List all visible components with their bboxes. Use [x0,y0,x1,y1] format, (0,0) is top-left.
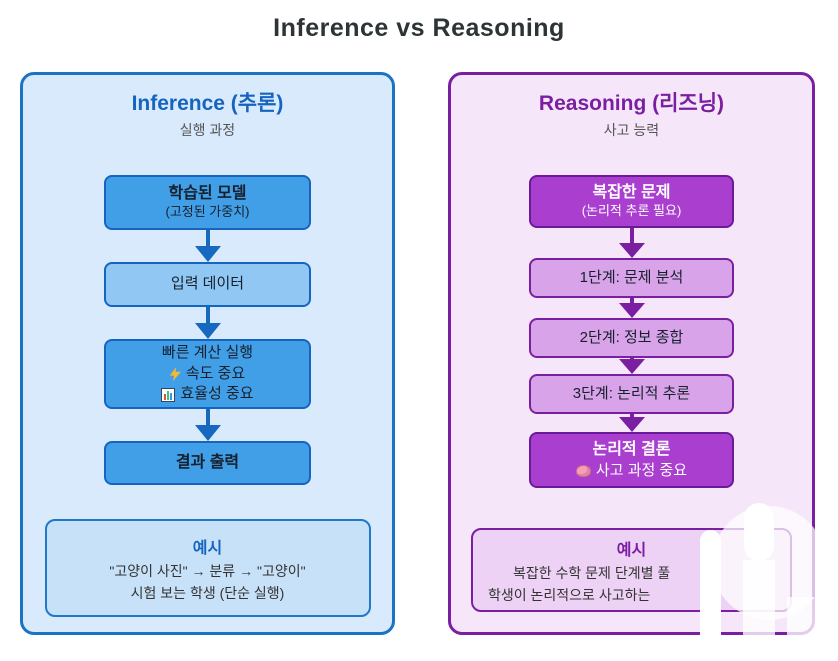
node-trained-model-line1: 학습된 모델 [168,185,247,203]
inference-flow: 학습된 모델 (고정된 가중치) 입력 데이터 빠른 계산 실행 속도 중요 효… [104,175,311,485]
node-trained-model-line2: (고정된 가중치) [165,204,250,220]
node-input-data-line1: 입력 데이터 [170,275,245,293]
reasoning-panel: Reasoning (리즈닝) 사고 능력 복잡한 문제 (논리적 추론 필요)… [448,72,815,635]
inference-example-line1: "고양이 사진" → 분류 → "고양이" [109,562,306,579]
node-step2: 2단계: 정보 종합 [529,318,734,358]
bar-chart-icon [161,387,176,402]
node-conclusion: 논리적 결론 사고 과정 중요 [529,432,734,488]
wrench-watermark-slot [744,503,774,561]
reasoning-example-line1: 복잡한 수학 문제 단계별 풀 [513,564,671,581]
inference-example-line2: 시험 보는 학생 (단순 실행) [130,585,285,601]
arrow-down-icon [618,358,645,374]
brain-icon [575,465,591,477]
node-step3-line1: 3단계: 논리적 추론 [572,384,691,402]
wrench-watermark-handle [743,560,775,661]
reasoning-flow: 복잡한 문제 (논리적 추론 필요) 1단계: 문제 분석 2단계: 정보 종합… [529,175,734,488]
wrench-watermark-prong [787,597,822,661]
reasoning-example-line2: 학생이 논리적으로 사고하는 [488,587,651,603]
reasoning-panel-subtitle: 사고 능력 [603,122,660,138]
node-trained-model: 학습된 모델 (고정된 가중치) [104,175,311,230]
node-fast-compute-line1: 빠른 계산 실행 [161,343,254,361]
arrow-down-icon [618,298,645,318]
reasoning-example-title: 예시 [616,541,647,559]
arrow-down-icon [618,414,645,432]
inference-example-title: 예시 [192,539,223,557]
lightning-icon [169,367,181,381]
efficiency-label: 효율성 중요 [180,385,254,403]
node-complex-problem-line1: 복잡한 문제 [592,184,671,202]
arrow-down-icon [194,230,221,262]
node-complex-problem-line2: (논리적 추론 필요) [581,203,682,219]
node-step1: 1단계: 문제 분석 [529,258,734,298]
efficiency-row: 효율성 중요 [161,385,254,404]
speed-label: 속도 중요 [185,364,246,382]
arrow-down-icon [194,409,221,441]
node-output-line1: 결과 출력 [175,454,240,471]
arrow-down-icon [618,228,645,258]
node-conclusion-line1: 논리적 결론 [592,440,671,458]
node-step2-line1: 2단계: 정보 종합 [579,328,684,346]
arrow-down-icon [194,307,221,339]
inference-example-box: 예시 "고양이 사진" → 분류 → "고양이" 시험 보는 학생 (단순 실행… [44,519,371,617]
inference-panel-subtitle: 실행 과정 [179,122,236,138]
node-input-data: 입력 데이터 [104,262,311,307]
node-complex-problem: 복잡한 문제 (논리적 추론 필요) [529,175,734,228]
speed-row: 속도 중요 [169,364,246,384]
thinking-label: 사고 과정 중요 [595,461,688,479]
inference-panel: Inference (추론) 실행 과정 학습된 모델 (고정된 가중치) 입력… [20,72,395,635]
node-output: 결과 출력 [104,441,311,485]
node-step1-line1: 1단계: 문제 분석 [579,268,684,286]
reasoning-panel-title: Reasoning (리즈닝) [538,92,725,115]
inference-panel-title: Inference (추론) [131,92,284,115]
thinking-row: 사고 과정 중요 [575,461,688,481]
page-title: Inference vs Reasoning [273,14,565,42]
wrench-watermark-stripe [700,530,721,661]
node-step3: 3단계: 논리적 추론 [529,374,734,414]
node-fast-compute: 빠른 계산 실행 속도 중요 효율성 중요 [104,339,311,409]
